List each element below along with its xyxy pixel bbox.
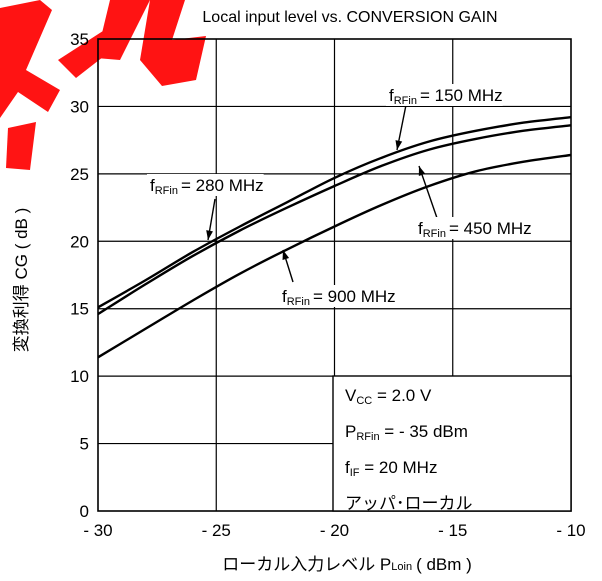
annotation-f: f bbox=[282, 287, 287, 306]
x-tick-label: - 25 bbox=[202, 521, 231, 540]
annotation-arrowhead bbox=[282, 250, 290, 260]
condition-sub: RFin bbox=[356, 431, 379, 443]
x-tick-label: - 30 bbox=[83, 521, 112, 540]
y-tick-label: 30 bbox=[70, 97, 89, 116]
x-tick-label: - 15 bbox=[438, 521, 467, 540]
y-tick-labels: 0 5 10 15 20 25 30 35 bbox=[70, 30, 89, 521]
watermark-stroke bbox=[96, 0, 150, 60]
annotation-sub: RFin bbox=[423, 228, 446, 240]
condition-main: アッパ･ローカル bbox=[345, 494, 473, 513]
watermark-stroke bbox=[0, 0, 60, 118]
annotation-arrowhead bbox=[206, 230, 213, 240]
y-tick-label: 25 bbox=[70, 165, 89, 184]
y-tick-label: 5 bbox=[80, 435, 89, 454]
y-tick-label: 10 bbox=[70, 367, 89, 386]
condition-line: アッパ･ローカル bbox=[345, 494, 473, 513]
condition-line: PRFin = - 35 dBm bbox=[345, 422, 468, 443]
annotation-label: fRFin = 150 MHz bbox=[389, 86, 503, 107]
annotation-text: = 900 MHz bbox=[313, 287, 396, 306]
x-axis-label-sub: Loin bbox=[391, 561, 412, 573]
y-tick-label: 0 bbox=[80, 502, 89, 521]
condition-main: f bbox=[345, 458, 350, 477]
condition-main: V bbox=[345, 386, 357, 405]
y-axis-label: 変換利得 CG ( dB ) bbox=[12, 208, 31, 353]
series-line-0 bbox=[97, 116, 572, 309]
annotation-f: f bbox=[418, 219, 423, 238]
watermark-stroke bbox=[140, 0, 206, 86]
x-axis-label-main: ローカル入力レベル P bbox=[222, 555, 391, 574]
condition-rest: = - 35 dBm bbox=[380, 422, 468, 441]
y-tick-label: 20 bbox=[70, 232, 89, 251]
annotation-f: f bbox=[389, 86, 394, 105]
annotation-arrowhead bbox=[418, 166, 426, 176]
annotation-label: fRFin = 450 MHz bbox=[418, 219, 532, 240]
annotation-text: = 450 MHz bbox=[449, 219, 532, 238]
annotation-bg bbox=[386, 84, 503, 106]
x-tick-label: - 10 bbox=[556, 521, 585, 540]
condition-sub: IF bbox=[350, 467, 360, 479]
condition-line: fIF = 20 MHz bbox=[345, 458, 437, 479]
condition-sub: CC bbox=[356, 395, 372, 407]
y-tick-label: 35 bbox=[70, 30, 89, 49]
conditions-box bbox=[332, 375, 572, 512]
condition-rest: = 20 MHz bbox=[360, 458, 438, 477]
x-tick-labels: - 30 - 25 - 20 - 15 - 10 bbox=[83, 521, 585, 540]
annotation-arrows bbox=[206, 104, 438, 283]
condition-rest: = 2.0 V bbox=[372, 386, 432, 405]
y-tick-label: 15 bbox=[70, 300, 89, 319]
annotation-f: f bbox=[150, 176, 155, 195]
series-line-3 bbox=[97, 153, 572, 359]
condition-line: VCC = 2.0 V bbox=[345, 386, 432, 407]
annotation-text: = 280 MHz bbox=[181, 176, 264, 195]
condition-main: P bbox=[345, 422, 356, 441]
series-line-1 bbox=[97, 124, 572, 316]
annotation-arrowhead bbox=[395, 140, 403, 150]
watermark-stroke bbox=[6, 122, 36, 170]
annotation-label: fRFin = 280 MHz bbox=[150, 176, 264, 197]
x-axis-label-unit: ( dBm ) bbox=[416, 555, 472, 574]
annotation-sub: RFin bbox=[287, 296, 310, 308]
conditions: VCC = 2.0 V PRFin = - 35 dBm fIF = 20 MHz ア… bbox=[345, 386, 473, 513]
chart-title: Local input level vs. CONVERSION GAIN bbox=[202, 9, 497, 26]
annotation-bg bbox=[415, 217, 532, 239]
annotation-label: fRFin = 900 MHz bbox=[282, 287, 396, 308]
annotation-bg bbox=[279, 285, 396, 307]
annotation-bg bbox=[147, 174, 264, 196]
series-lines bbox=[97, 116, 572, 359]
x-tick-label: - 20 bbox=[320, 521, 349, 540]
watermark-stamp bbox=[0, 0, 206, 170]
x-axis-label: ローカル入力レベル PLoin ( dBm ) bbox=[222, 555, 472, 574]
annotation-sub: RFin bbox=[394, 95, 417, 107]
annotation-sub: RFin bbox=[155, 185, 178, 197]
annotation-text: = 150 MHz bbox=[420, 86, 503, 105]
